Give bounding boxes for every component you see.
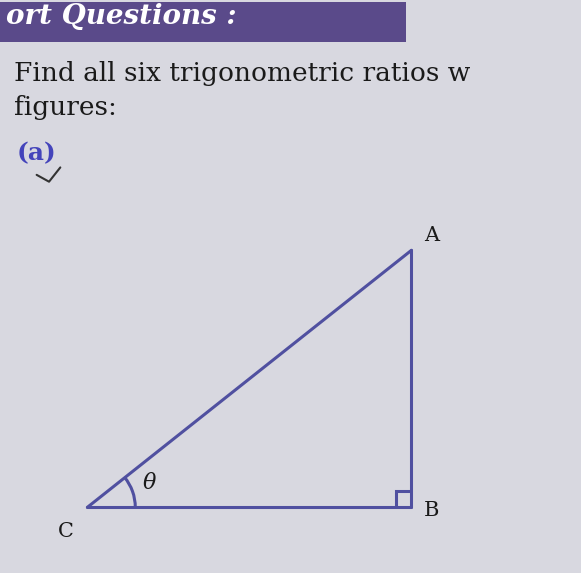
Text: A: A (424, 226, 439, 245)
Text: C: C (58, 521, 73, 540)
Text: figures:: figures: (14, 95, 117, 120)
Text: ort Questions :: ort Questions : (6, 3, 236, 30)
Text: θ: θ (142, 472, 156, 494)
Text: Find all six trigonometric ratios w: Find all six trigonometric ratios w (14, 61, 471, 86)
Text: B: B (424, 501, 439, 520)
Bar (0, 2, 406, 42)
Text: (a): (a) (17, 141, 57, 165)
